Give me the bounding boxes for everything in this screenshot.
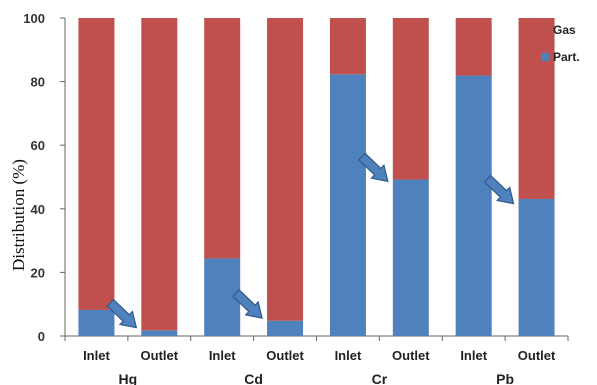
legend-label: Part. xyxy=(553,50,580,64)
legend-swatch xyxy=(541,53,549,61)
x-tick-label: Outlet xyxy=(518,348,556,363)
group-labels: Hg Cd Cr Pb xyxy=(119,371,515,385)
bar-part-1 xyxy=(141,330,178,336)
bar-gas-3 xyxy=(267,18,304,321)
bar-gas-0 xyxy=(78,18,115,310)
bar-gas-7 xyxy=(518,18,555,199)
group-label: Hg xyxy=(119,371,138,385)
x-tick-label: Inlet xyxy=(83,348,110,363)
y-tick-label: 100 xyxy=(23,11,45,26)
y-tick-label: 80 xyxy=(31,75,45,90)
y-tick-label: 40 xyxy=(31,202,45,217)
group-label: Cd xyxy=(244,371,263,385)
bar-gas-4 xyxy=(329,18,366,75)
chart-arrows xyxy=(106,152,515,329)
group-label: Cr xyxy=(372,371,388,385)
bar-part-0 xyxy=(78,309,115,336)
x-tick-label: Inlet xyxy=(335,348,362,363)
group-label: Pb xyxy=(496,371,514,385)
bar-part-6 xyxy=(455,75,492,337)
x-tick-label: Inlet xyxy=(460,348,487,363)
bar-part-4 xyxy=(329,74,366,336)
y-tick-label: 60 xyxy=(31,138,45,153)
bar-part-7 xyxy=(518,198,555,336)
legend-swatch xyxy=(541,26,549,34)
x-tick-label: Outlet xyxy=(392,348,430,363)
chart-bars xyxy=(78,18,555,337)
bar-gas-6 xyxy=(455,18,492,76)
x-tick-label: Outlet xyxy=(266,348,304,363)
bar-part-5 xyxy=(392,179,429,336)
bar-gas-1 xyxy=(141,18,178,331)
x-tick-labels: Inlet Outlet Inlet Outlet Inlet Outlet Inlet Ou… xyxy=(83,348,556,363)
x-tick-label: Outlet xyxy=(141,348,179,363)
bar-part-3 xyxy=(267,320,304,336)
bar-gas-5 xyxy=(392,18,429,180)
trend-arrow-icon xyxy=(357,152,389,183)
trend-arrow-icon xyxy=(106,298,138,329)
y-axis-label: Distribution (%) xyxy=(9,159,28,271)
y-tick-label: 0 xyxy=(38,329,45,344)
trend-arrow-icon xyxy=(232,289,263,319)
legend: Gas Part. xyxy=(541,23,580,64)
trend-arrow-icon xyxy=(483,174,515,205)
y-tick-label: 20 xyxy=(31,265,45,280)
bar-gas-2 xyxy=(204,18,241,259)
y-tick-labels: 0 20 40 60 80 100 xyxy=(23,11,45,344)
x-tick-label: Inlet xyxy=(209,348,236,363)
legend-label: Gas xyxy=(553,23,576,37)
